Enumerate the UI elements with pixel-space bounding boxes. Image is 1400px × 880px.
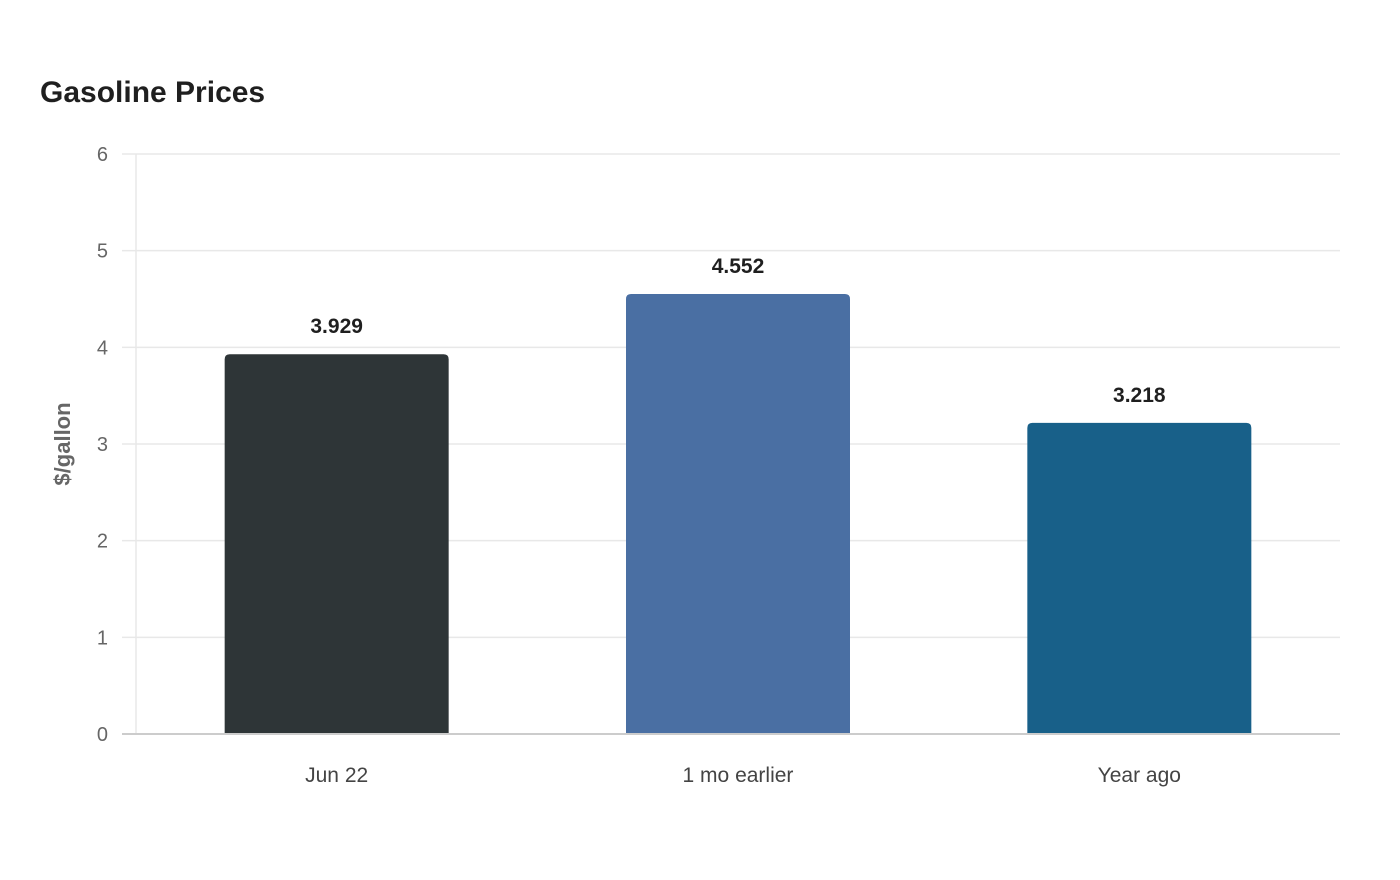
chart-title: Gasoline Prices: [40, 76, 266, 109]
y-tick-label: 0: [97, 724, 108, 746]
y-tick-label: 2: [97, 531, 108, 553]
x-category-label: 1 mo earlier: [683, 764, 794, 787]
bar-jun-22[interactable]: [224, 354, 449, 733]
y-tick-label: 5: [97, 241, 108, 263]
y-tick-label: 6: [97, 144, 108, 166]
axes: [122, 153, 1340, 735]
y-tick-label: 4: [97, 337, 108, 359]
x-category-labels: Jun 22 1 mo earlier Year ago: [305, 764, 1181, 787]
bar-year-ago[interactable]: [1027, 422, 1252, 733]
bar-value-label: 4.552: [712, 255, 765, 278]
x-category-label: Jun 22: [305, 764, 368, 787]
value-labels: 3.929 4.552 3.218: [310, 255, 1166, 407]
y-tick-label: 1: [97, 627, 108, 649]
bar-1-mo-earlier[interactable]: [626, 293, 850, 733]
x-category-label: Year ago: [1098, 764, 1181, 787]
bar-value-label: 3.929: [310, 315, 363, 338]
y-axis-title: $/gallon: [50, 402, 75, 485]
y-tick-label: 3: [97, 434, 108, 456]
y-tick-labels: 0 1 2 3 4 5 6: [97, 144, 108, 746]
bars: [224, 293, 1252, 733]
bar-value-label: 3.218: [1113, 384, 1166, 407]
